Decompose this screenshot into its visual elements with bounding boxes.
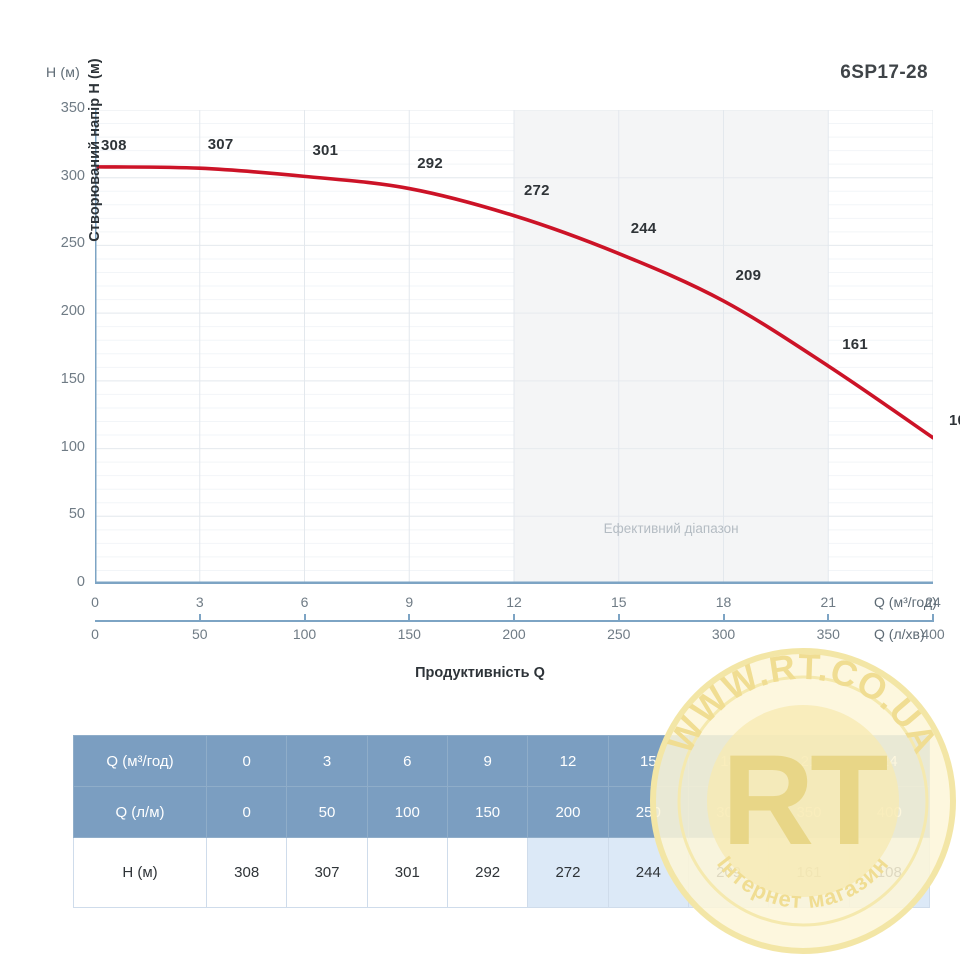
x-axis-tick-mark (408, 614, 411, 622)
x-tick-label-primary: 6 (300, 594, 309, 610)
x-tick-label-primary: 18 (715, 594, 732, 610)
y-tick-label: 50 (68, 506, 85, 523)
x-tick-label-secondary: 350 (816, 626, 840, 642)
x-axis-tick-mark (722, 614, 725, 622)
performance-data-table: Q (м³/год) 0 3 6 9 12 15 18 21 24 Q (л/м) 0 50 100 150… (73, 735, 931, 908)
table-cell: 250 (607, 786, 689, 838)
y-tick-label: 300 (60, 167, 85, 184)
pump-model-title: 6SP17-28 (840, 62, 928, 83)
x-tick-label-secondary: 0 (91, 626, 99, 642)
x-tick-label-primary: 9 (405, 594, 414, 610)
x-tick-label-primary: 0 (91, 594, 99, 610)
efficient-range-caption: Ефективний діапазон (603, 521, 739, 536)
x-tick-label-secondary: 150 (397, 626, 421, 642)
y-tick-label: 200 (60, 303, 85, 320)
y-tick-label: 250 (60, 235, 85, 252)
x-axis-tick-mark (513, 614, 515, 622)
y-tick-label: 350 (60, 100, 85, 116)
x-tick-label-primary: 24 (925, 594, 941, 610)
table-row-label: Q (л/м) (73, 786, 207, 838)
x-tick-label-secondary: 300 (711, 626, 736, 642)
x-tick-label-primary: 15 (610, 594, 627, 610)
major-vertical-gridlines (95, 110, 933, 584)
x-tick-label-primary: 12 (506, 594, 522, 610)
x-unit-primary: Q (м³/год) (874, 594, 937, 610)
x-unit-secondary: Q (л/хв) (874, 626, 925, 642)
x-tick-label-secondary: 250 (607, 626, 631, 642)
table-cell: 292 (446, 837, 529, 908)
y-tick-label: 0 (76, 574, 85, 590)
x-axis-tick-mark (198, 614, 201, 622)
table-cell: 200 (527, 786, 609, 838)
table-cell: 350 (768, 786, 850, 838)
table-row: Q (л/м) 0 50 100 150 200 250 300 350 400 (73, 786, 931, 838)
table-cell: 108 (848, 837, 931, 908)
table-cell: 244 (607, 837, 689, 908)
table-cell: 24 (848, 735, 931, 787)
table-row: H (м) 308 307 301 292 272 244 209 161 108 (73, 837, 931, 908)
head-curve-line (95, 165, 933, 440)
data-point-label: 292 (417, 154, 443, 172)
secondary-axis-rule (95, 620, 933, 622)
x-axis-tick-mark (827, 614, 830, 622)
table-cell: 301 (366, 837, 448, 908)
data-point-label: 244 (630, 219, 657, 237)
table-cell: 100 (366, 786, 448, 838)
table-cell: 15 (607, 735, 689, 787)
data-point-label: 308 (101, 136, 127, 154)
table-row: Q (м³/год) 0 3 6 9 12 15 18 21 24 (73, 735, 931, 787)
x-tick-label-secondary: 200 (502, 626, 526, 642)
data-point-label: 209 (735, 266, 762, 284)
table-cell: 150 (446, 786, 529, 838)
table-cell: 308 (205, 837, 288, 908)
table-cell: 18 (687, 735, 770, 787)
x-tick-label-primary: 21 (820, 594, 837, 610)
table-row-label: H (м) (73, 837, 207, 908)
table-cell: 0 (205, 786, 288, 838)
chart-plot-area: Створюваний напір H (м) 0 50 100 150 200 250 3… (61, 58, 960, 590)
table-cell: 6 (366, 735, 448, 787)
table-cell: 400 (848, 786, 931, 838)
table-cell: 272 (527, 837, 609, 908)
y-tick-label: 100 (60, 438, 85, 455)
table-cell: 12 (527, 735, 609, 787)
x-tick-label-primary: 3 (195, 594, 204, 610)
x-axis-title: Продуктивність Q (415, 665, 545, 681)
table-cell: 307 (286, 837, 368, 908)
data-point-label: 108 (949, 411, 960, 429)
table-row-label: Q (м³/год) (73, 735, 207, 787)
x-axis-tick-mark (617, 614, 620, 622)
efficient-range-band (514, 110, 829, 584)
x-axis-tick-mark (303, 614, 306, 622)
table-cell: 209 (687, 837, 770, 908)
data-point-label: 272 (524, 181, 550, 199)
y-axis-unit-label: H (м) (46, 64, 80, 80)
x-tick-label-secondary: 50 (191, 626, 208, 642)
table-cell: 300 (687, 786, 770, 838)
table-cell: 161 (768, 837, 850, 908)
table-cell: 21 (768, 735, 850, 787)
performance-curve-svg (95, 110, 933, 584)
data-point-label: 161 (842, 335, 868, 353)
y-tick-label: 150 (60, 370, 85, 387)
x-tick-label-secondary: 100 (292, 626, 317, 642)
table-cell: 3 (286, 735, 368, 787)
table-cell: 0 (205, 735, 288, 787)
x-axis-tick-mark (932, 614, 934, 622)
data-point-label: 301 (312, 142, 339, 160)
table-cell: 9 (446, 735, 529, 787)
data-point-label: 307 (207, 136, 234, 154)
x-tick-label-secondary: 400 (921, 626, 945, 642)
table-cell: 50 (286, 786, 368, 838)
